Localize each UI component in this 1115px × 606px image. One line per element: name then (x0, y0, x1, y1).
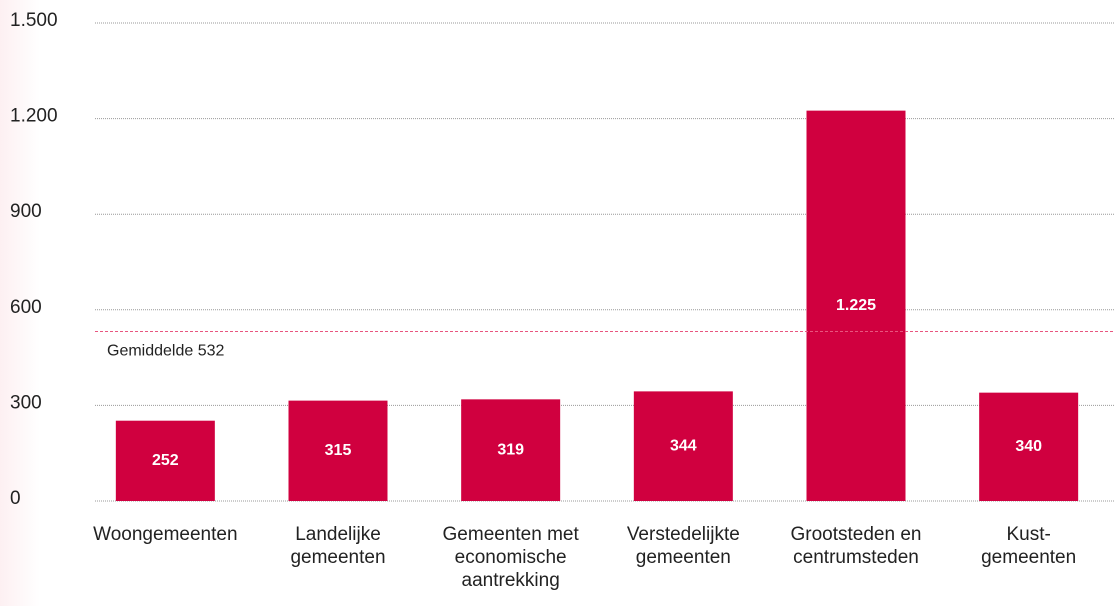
average-label: Gemiddelde 532 (107, 343, 225, 360)
value-label: 1.225 (836, 297, 876, 314)
x-tick-label: Gemeenten met economische aantrekking (442, 524, 579, 591)
bar (288, 400, 388, 501)
y-tick-label: 1.500 (10, 10, 58, 31)
bar (115, 420, 215, 501)
value-label: 315 (325, 442, 352, 459)
value-label: 319 (497, 441, 524, 458)
value-label: 344 (670, 437, 697, 454)
x-tick-label: Woongemeenten (93, 524, 238, 545)
y-tick-label: 300 (10, 392, 42, 413)
x-tick-label: Verstedelijkte gemeenten (626, 524, 740, 568)
y-tick-label: 600 (10, 297, 42, 318)
x-tick-label: Grootsteden en centrumsteden (790, 524, 922, 568)
bar (633, 391, 733, 501)
value-label: 340 (1015, 438, 1042, 455)
value-label: 252 (152, 452, 179, 469)
bar (461, 399, 561, 501)
y-tick-label: 1.200 (10, 106, 58, 127)
bar (979, 392, 1079, 501)
x-tick-label: Kust- gemeenten (981, 524, 1077, 568)
bar (806, 110, 906, 501)
x-tick-label: Landelijke gemeenten (290, 524, 386, 568)
y-tick-label: 0 (10, 488, 21, 509)
y-tick-label: 900 (10, 201, 42, 222)
